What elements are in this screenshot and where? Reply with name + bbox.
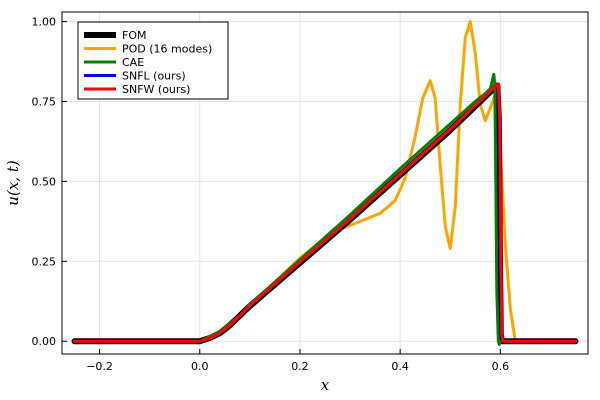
- x-tick-label: 0.4: [391, 360, 409, 373]
- x-axis-label: x: [321, 376, 330, 394]
- y-axis-label: u(x, t): [4, 160, 22, 206]
- legend-label: CAE: [122, 56, 144, 69]
- x-tick-label: 0.0: [191, 360, 209, 373]
- y-axis-ticks: 0.00 0.25 0.50 0.75 1.00: [32, 16, 67, 348]
- x-axis-ticks: −0.2 0.0 0.2 0.4 0.6: [86, 349, 509, 373]
- series-line-4: [73, 82, 577, 343]
- legend-label: SNFL (ours): [122, 70, 186, 83]
- x-tick-label: 0.6: [492, 360, 510, 373]
- x-tick-label: 0.2: [291, 360, 309, 373]
- y-tick-label: 0.00: [32, 335, 57, 348]
- y-tick-label: 0.75: [32, 95, 57, 108]
- y-tick-label: 0.50: [32, 175, 57, 188]
- y-tick-label: 0.25: [32, 255, 57, 268]
- legend-label: FOM: [122, 29, 146, 42]
- y-tick-label: 1.00: [32, 16, 57, 29]
- legend-label: SNFW (ours): [122, 83, 190, 96]
- legend-label: POD (16 modes): [122, 43, 212, 56]
- plot-frame: [61, 11, 589, 355]
- x-tick-label: −0.2: [86, 360, 113, 373]
- series-lines: [71, 20, 579, 346]
